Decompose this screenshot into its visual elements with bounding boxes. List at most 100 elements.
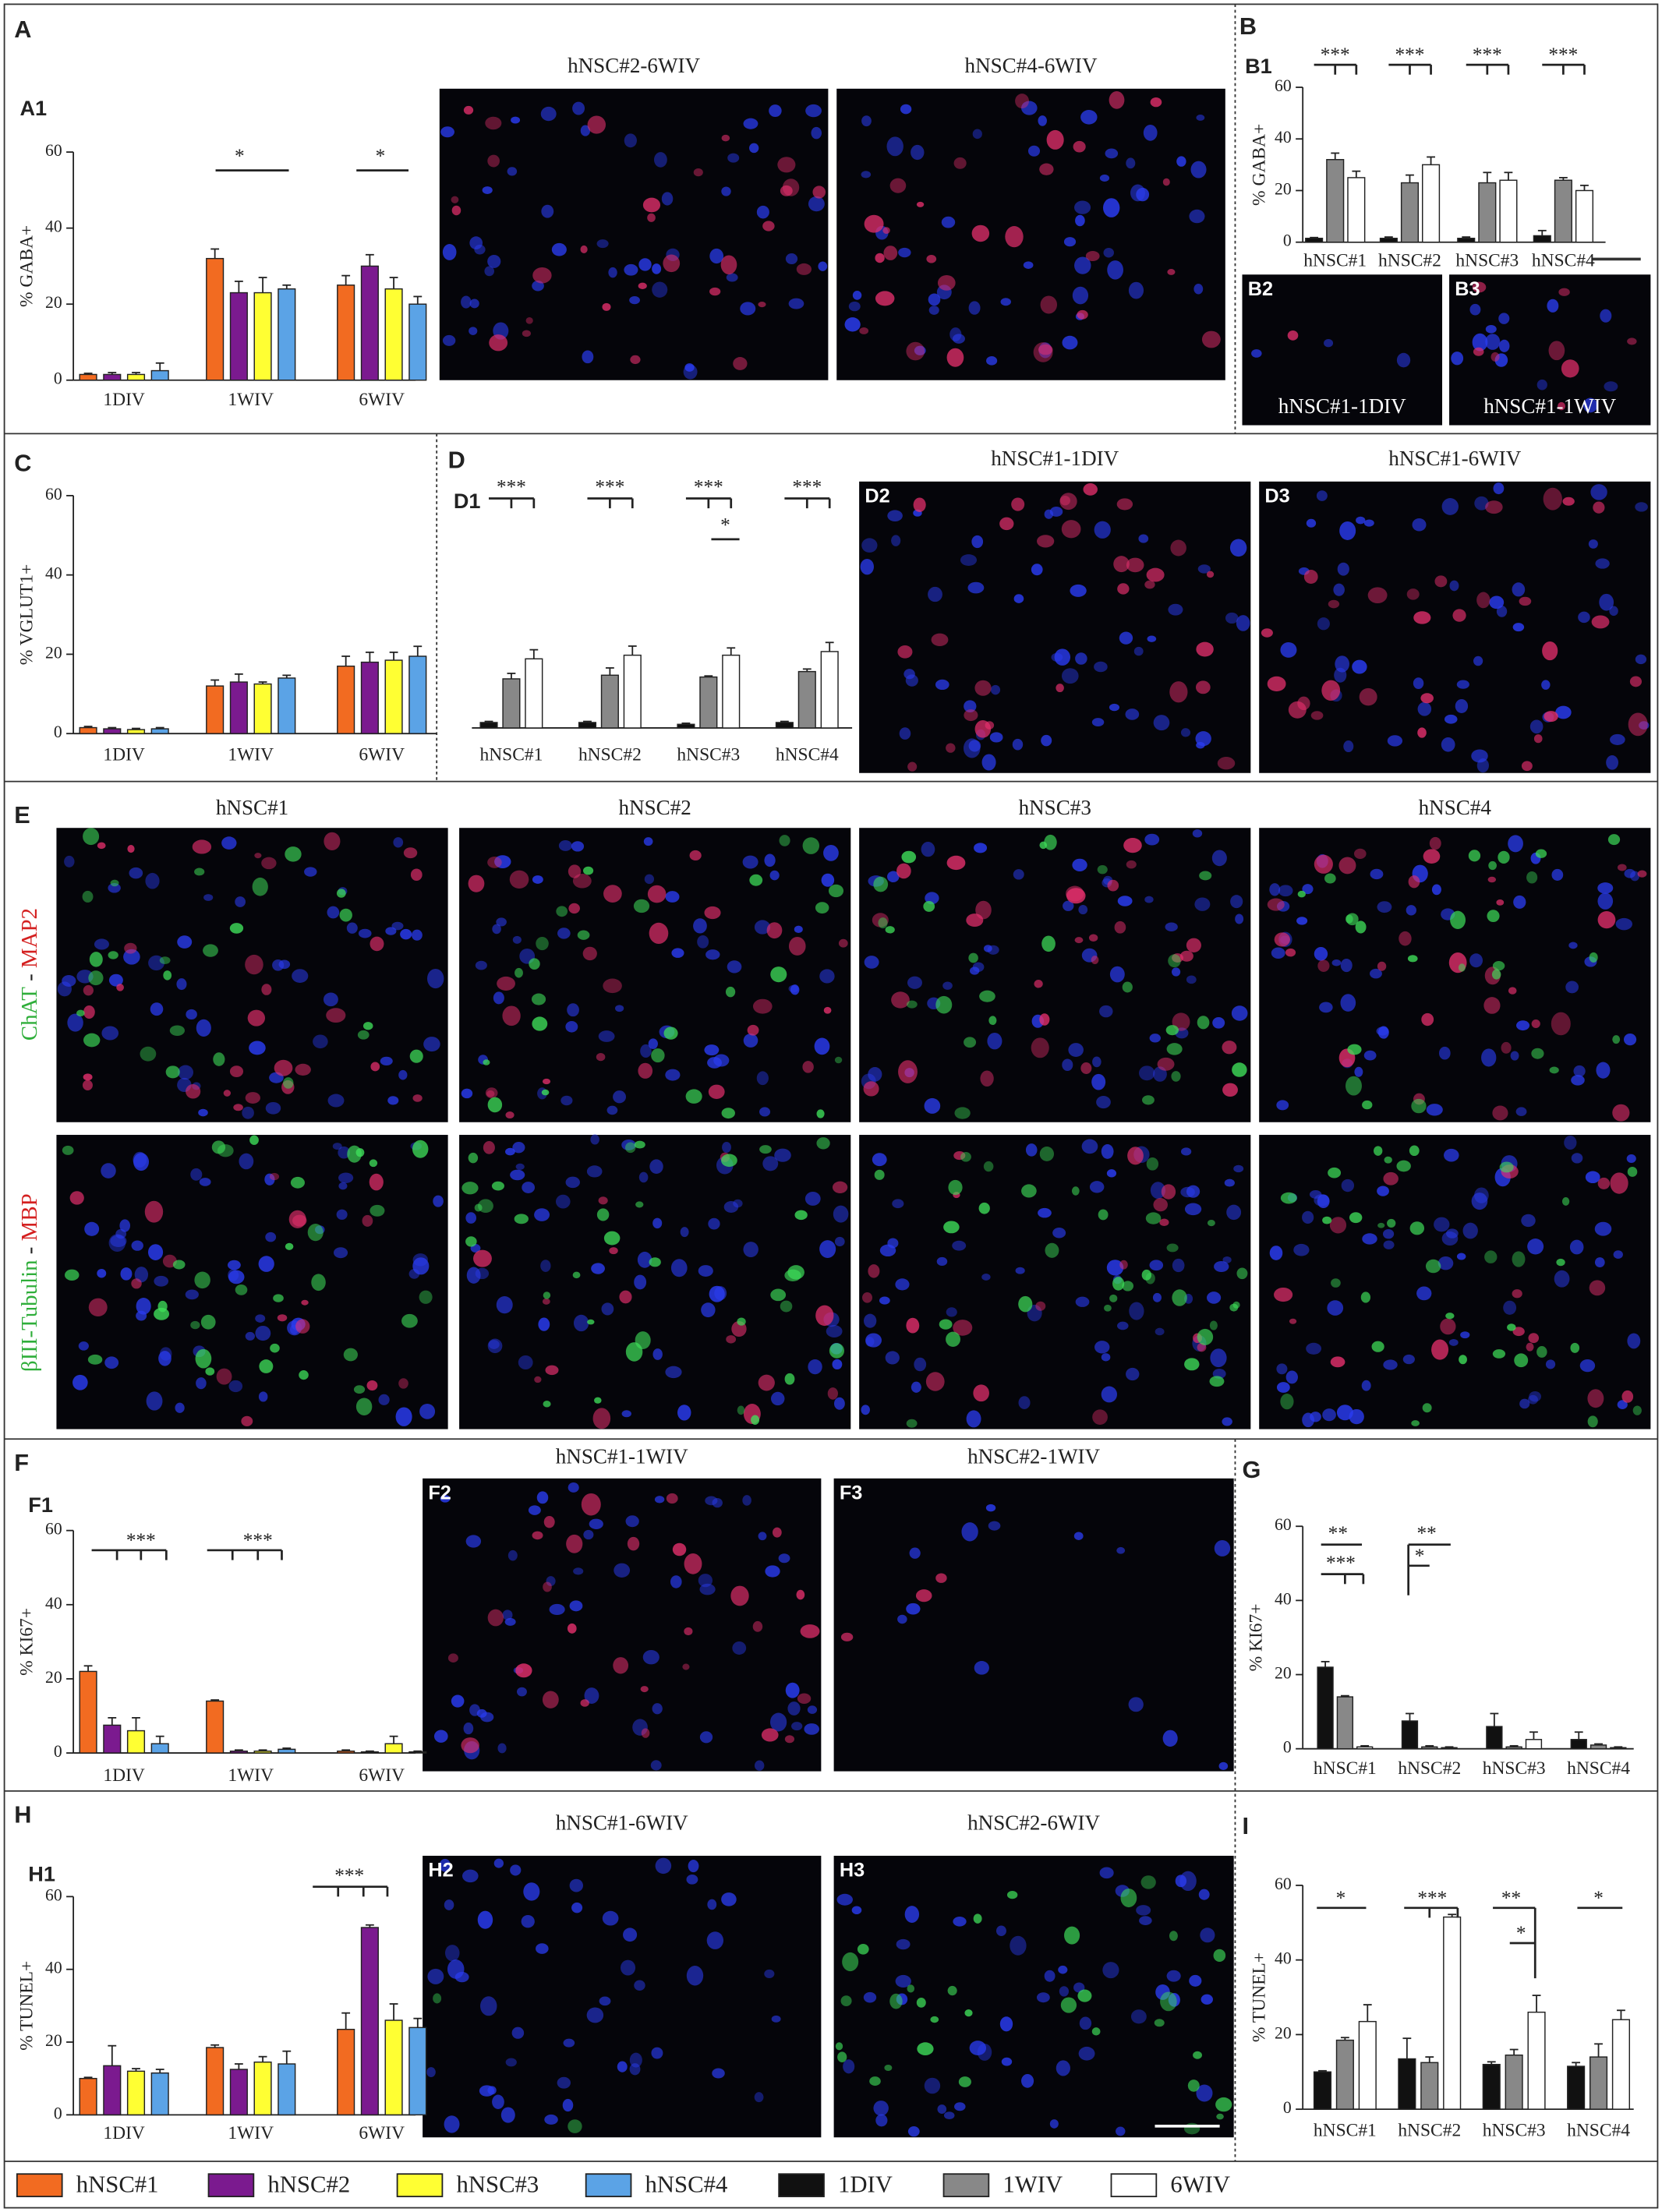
cell xyxy=(127,844,135,853)
cell xyxy=(808,1359,822,1375)
cell xyxy=(815,902,829,914)
cell xyxy=(693,918,707,934)
cell xyxy=(1073,1532,1084,1540)
cell xyxy=(84,1221,100,1236)
cell xyxy=(492,2094,504,2109)
cell xyxy=(1589,1280,1606,1296)
cell xyxy=(722,1141,731,1154)
cell xyxy=(725,986,736,998)
cell xyxy=(558,840,572,851)
cell xyxy=(1431,884,1441,896)
cell xyxy=(1078,2046,1095,2061)
cell xyxy=(954,2102,966,2111)
image-label: D2 xyxy=(865,485,889,507)
cell xyxy=(665,891,680,903)
bar xyxy=(278,288,296,381)
cell xyxy=(1409,1221,1425,1235)
bar xyxy=(253,1750,272,1754)
cell xyxy=(990,684,1001,695)
bar xyxy=(1420,2062,1439,2110)
cell xyxy=(671,948,684,958)
cell xyxy=(140,1046,157,1062)
cell xyxy=(1229,539,1247,557)
cell xyxy=(840,1632,854,1641)
cell xyxy=(529,958,540,970)
cell xyxy=(1101,1386,1117,1403)
cell xyxy=(771,2015,781,2023)
y-tick-label: 40 xyxy=(45,1959,62,1977)
cell xyxy=(573,1314,589,1332)
cell xyxy=(988,1016,997,1026)
cell xyxy=(689,850,702,861)
cell xyxy=(916,201,925,207)
cell xyxy=(144,1200,164,1223)
cell xyxy=(709,248,724,264)
cell xyxy=(391,921,404,931)
panel-label: C xyxy=(14,449,31,476)
cell xyxy=(487,254,501,268)
cell xyxy=(83,1073,93,1081)
cell xyxy=(699,1583,716,1595)
cell xyxy=(1493,482,1505,495)
cell xyxy=(194,867,205,876)
cell xyxy=(83,984,94,996)
cell xyxy=(1417,701,1432,716)
bar xyxy=(1610,1747,1627,1750)
cell xyxy=(655,1857,672,1875)
bar xyxy=(775,722,794,729)
cell xyxy=(551,242,567,256)
cell xyxy=(228,1269,239,1281)
cell xyxy=(987,945,999,955)
cell xyxy=(1613,1250,1623,1259)
cell xyxy=(1490,352,1500,362)
bar xyxy=(1590,1744,1607,1750)
cell xyxy=(1594,1221,1612,1236)
bar xyxy=(150,1743,169,1754)
cell xyxy=(1194,897,1211,911)
cell xyxy=(301,1299,309,1306)
cell xyxy=(572,1271,581,1279)
cell xyxy=(216,1368,232,1385)
bar xyxy=(1335,2039,1354,2110)
cell xyxy=(1097,865,1108,875)
cell xyxy=(879,1296,890,1305)
cell xyxy=(1106,1260,1124,1276)
cell xyxy=(1362,1100,1373,1110)
cell xyxy=(928,293,941,306)
cell xyxy=(652,263,662,274)
cell xyxy=(1149,1034,1161,1043)
cell xyxy=(1063,237,1077,247)
cell xyxy=(1184,1203,1202,1216)
y-tick-label: 40 xyxy=(1275,1589,1292,1608)
cell xyxy=(463,1722,474,1735)
cell xyxy=(643,837,653,846)
x-tick-label: hNSC#1 xyxy=(479,744,543,765)
cell xyxy=(463,105,474,115)
cell xyxy=(409,1049,423,1063)
cell xyxy=(223,1090,232,1097)
bar xyxy=(360,1927,379,2116)
cell xyxy=(1417,727,1427,738)
cell xyxy=(1451,352,1464,366)
cell xyxy=(1061,668,1079,684)
cell xyxy=(1201,330,1221,348)
cell xyxy=(1561,1197,1570,1206)
cell xyxy=(1319,1002,1333,1013)
cell xyxy=(721,1892,737,1906)
cell xyxy=(1217,757,1236,770)
cell xyxy=(1406,588,1420,600)
cell xyxy=(777,157,796,173)
cell xyxy=(815,1305,834,1327)
cell xyxy=(346,922,358,934)
cell xyxy=(1077,1989,1092,2002)
cell xyxy=(1045,1242,1059,1258)
cell xyxy=(1184,1358,1200,1371)
cell xyxy=(1597,882,1614,894)
cell xyxy=(887,510,903,521)
cell xyxy=(1062,335,1078,350)
cell xyxy=(966,1410,981,1428)
cell xyxy=(926,254,937,263)
cell xyxy=(721,1154,737,1168)
cell xyxy=(1526,871,1538,884)
cell xyxy=(972,129,982,140)
